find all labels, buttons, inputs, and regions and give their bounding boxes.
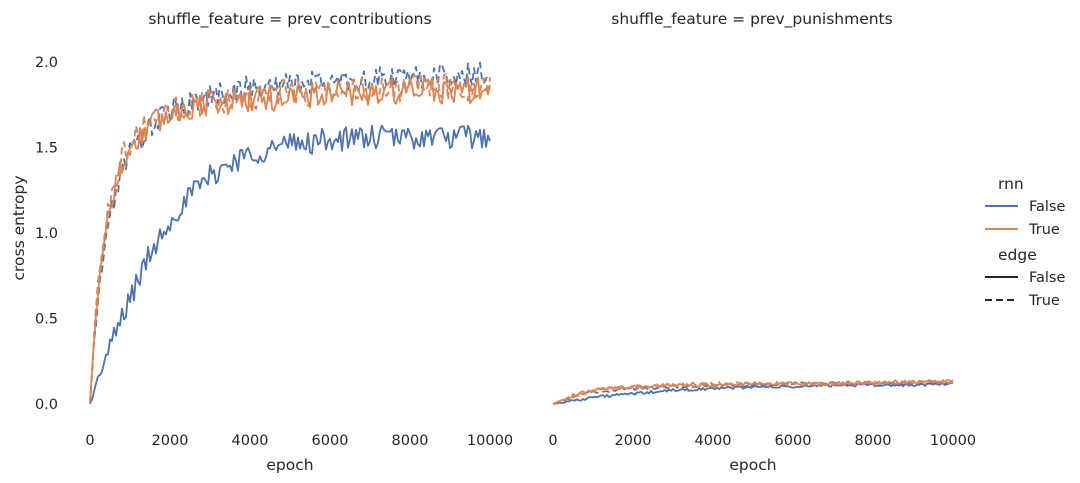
y-tick-label: 2.0 [35,55,58,71]
x-tick-label: 2000 [152,433,189,449]
x-tick-label: 0 [548,433,557,449]
x-tick-label: 10000 [930,433,976,449]
facet-title-left: shuffle_feature = prev_contributions [148,10,431,29]
y-tick-label: 1.0 [35,226,58,242]
legend-style-title: edge [998,246,1037,264]
x-tick-label: 8000 [855,433,892,449]
y-tick-labels: 0.0 0.5 1.0 1.5 2.0 [35,55,58,413]
x-axis-label-right: epoch [729,456,776,474]
y-axis-label: cross entropy [10,175,28,280]
x-tick-labels-left: 0 2000 4000 6000 8000 10000 [85,433,513,449]
legend-label-true: True [1028,222,1060,238]
x-tick-label: 6000 [312,433,349,449]
series-line-rnn-false-edge-true [89,61,491,404]
legend-hue-title: rnn [998,175,1024,193]
series-lines-right [552,379,954,405]
series-line-rnn-true-edge-true [552,379,954,405]
legend-label-edge-false: False [1029,270,1065,286]
y-tick-label: 0.5 [35,312,58,328]
series-line-rnn-true-edge-true [89,73,491,404]
legend-label-false: False [1029,199,1065,215]
legend-label-edge-true: True [1028,293,1060,309]
series-line-rnn-false-edge-false [552,382,954,405]
x-tick-label: 4000 [232,433,269,449]
x-tick-labels-right: 0 2000 4000 6000 8000 10000 [548,433,976,449]
y-tick-label: 1.5 [35,141,58,157]
series-line-rnn-false-edge-true [552,381,954,405]
series-lines-left [89,61,491,405]
x-axis-label-left: epoch [266,456,313,474]
legend: rnn False True edge False True [985,175,1065,309]
x-tick-label: 0 [85,433,94,449]
y-tick-label: 0.0 [35,397,58,413]
x-tick-label: 10000 [467,433,513,449]
x-tick-label: 8000 [392,433,429,449]
series-line-rnn-false-edge-false [89,124,491,405]
x-tick-label: 6000 [775,433,812,449]
facet-title-right: shuffle_feature = prev_punishments [611,10,892,29]
series-line-rnn-true-edge-false [89,75,491,404]
x-tick-label: 2000 [615,433,652,449]
x-tick-label: 4000 [695,433,732,449]
